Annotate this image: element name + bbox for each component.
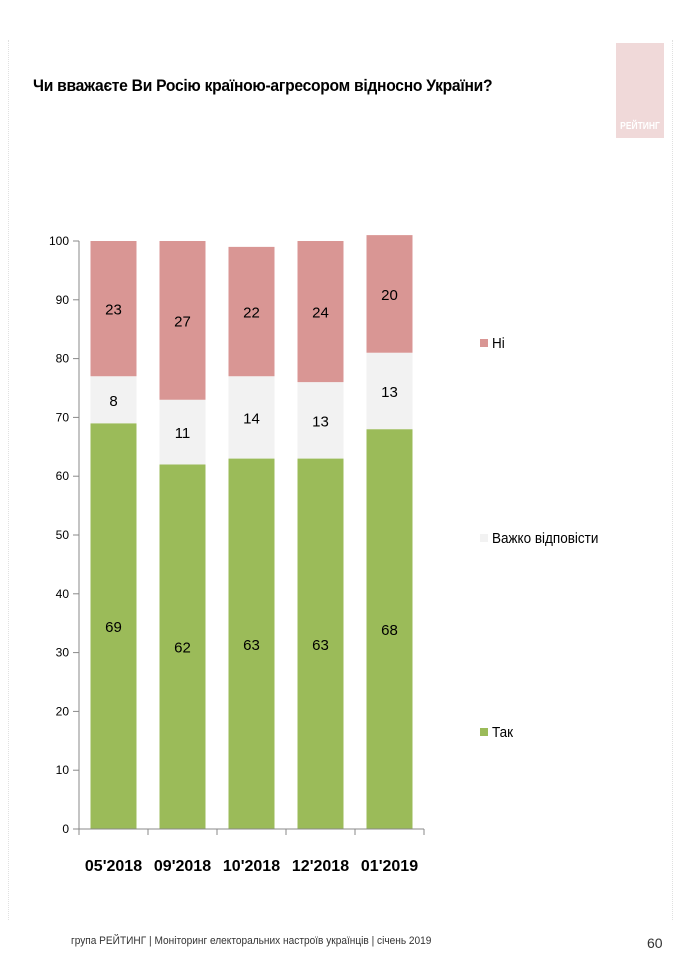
y-tick-label: 50	[56, 528, 70, 542]
bar-segment-1-1	[159, 399, 206, 465]
bar-segment-2-1	[159, 241, 206, 400]
y-tick-label: 20	[56, 704, 70, 718]
data-label: 13	[312, 413, 329, 430]
legend-item-hard-to-say: Важко відповісти	[480, 529, 610, 547]
legend-swatch-tak	[480, 728, 488, 736]
bar-segment-1-3	[297, 382, 344, 459]
data-label: 24	[312, 305, 329, 322]
x-tick-label: 10'2018	[223, 858, 280, 875]
legend-label-hard-to-say: Важко відповісти	[492, 529, 599, 547]
data-label: 62	[174, 640, 191, 657]
y-tick-label: 40	[56, 587, 70, 601]
data-label: 14	[243, 410, 260, 427]
data-label: 63	[243, 637, 260, 654]
y-tick-label: 80	[56, 352, 70, 366]
legend-item-ni: Ні	[480, 334, 506, 352]
y-tick-label: 90	[56, 293, 70, 307]
right-border-dots	[672, 40, 673, 920]
bar-segment-0-3	[297, 458, 344, 829]
x-tick-label: 09'2018	[154, 858, 211, 875]
data-label: 20	[381, 287, 398, 304]
bar-segment-0-2	[228, 458, 275, 829]
data-label: 68	[381, 622, 398, 639]
legend-label-ni: Ні	[492, 334, 505, 352]
legend-swatch-ni	[480, 339, 488, 347]
data-label: 63	[312, 637, 329, 654]
x-tick-label: 05'2018	[85, 858, 142, 875]
x-tick-label: 12'2018	[292, 858, 349, 875]
page-title: Чи вважаєте Ви Росію країною-агресором в…	[33, 76, 493, 95]
y-tick-label: 100	[49, 234, 69, 248]
y-tick-label: 60	[56, 469, 70, 483]
legend-swatch-hard-to-say	[480, 534, 488, 542]
bar-segment-2-2	[228, 246, 275, 377]
bar-segment-1-2	[228, 376, 275, 459]
bar-segment-0-4	[366, 429, 413, 829]
bar-segment-1-0	[90, 376, 137, 424]
y-tick-label: 0	[62, 822, 69, 836]
data-label: 23	[105, 302, 122, 319]
left-border-dots	[8, 40, 9, 920]
data-label: 13	[381, 384, 398, 401]
x-tick-label: 01'2019	[361, 858, 418, 875]
bar-segment-0-0	[90, 423, 137, 829]
data-label: 8	[109, 393, 117, 410]
rating-logo: РЕЙТИНГ	[616, 43, 664, 138]
bar-segment-1-4	[366, 352, 413, 430]
legend-label-tak: Так	[492, 723, 514, 741]
data-label: 22	[243, 305, 260, 322]
page-number: 60	[647, 935, 663, 951]
bar-segment-2-0	[90, 241, 137, 377]
data-label: 69	[105, 619, 122, 636]
logo-text: РЕЙТИНГ	[620, 121, 660, 132]
bar-segment-2-3	[297, 241, 344, 383]
y-tick-label: 70	[56, 410, 70, 424]
data-label: 11	[175, 425, 191, 442]
footer-text: група РЕЙТИНГ | Моніторинг електоральних…	[71, 935, 432, 947]
data-label: 27	[174, 313, 191, 330]
bar-segment-2-4	[366, 235, 413, 353]
y-tick-label: 10	[56, 763, 70, 777]
y-tick-label: 30	[56, 646, 70, 660]
legend-item-tak: Так	[480, 723, 515, 741]
bar-segment-0-1	[159, 464, 206, 829]
